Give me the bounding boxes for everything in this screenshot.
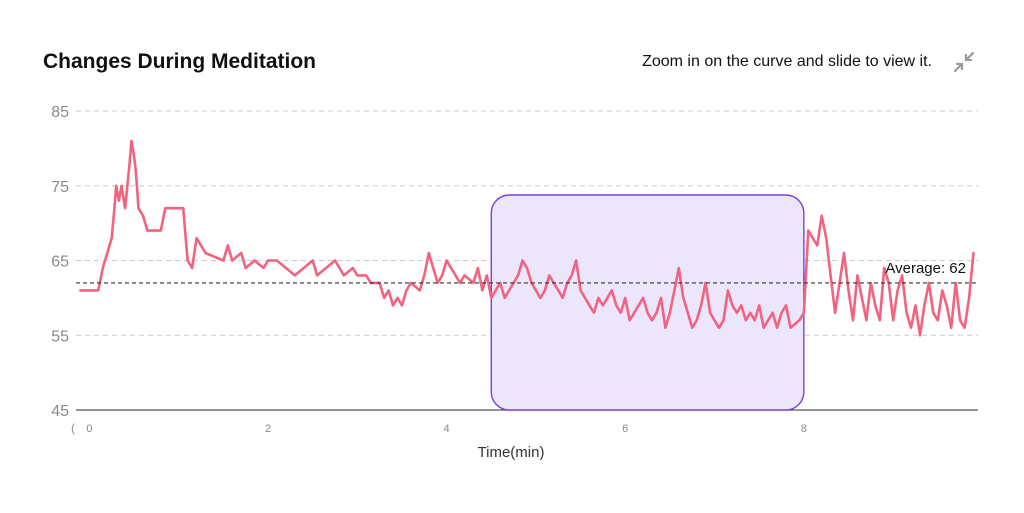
selection-window	[490, 194, 805, 411]
chart-header: Changes During Meditation Zoom in on the…	[0, 0, 1024, 90]
chart-title: Changes During Meditation	[43, 50, 316, 73]
series-line	[79, 139, 975, 337]
x-origin-partial-label: (	[71, 421, 75, 435]
y-tick-label: 45	[51, 403, 69, 420]
zoom-hint-text: Zoom in on the curve and slide to view i…	[642, 53, 932, 70]
collapse-zoom-button[interactable]	[950, 48, 978, 76]
y-tick-label: 75	[51, 179, 69, 196]
y-tick-label: 85	[51, 104, 69, 121]
y-tick-label: 55	[51, 328, 69, 345]
x-axis-title: Time(min)	[478, 444, 545, 461]
x-tick-label: 4	[444, 423, 450, 435]
y-tick-label: 65	[51, 254, 69, 271]
collapse-arrows-icon	[953, 51, 975, 73]
x-tick-label: 8	[801, 423, 807, 435]
x-tick-label: 0	[86, 423, 92, 435]
average-label: Average: 62	[885, 260, 966, 277]
x-tick-label: 2	[265, 423, 271, 435]
x-tick-label: 6	[622, 423, 628, 435]
